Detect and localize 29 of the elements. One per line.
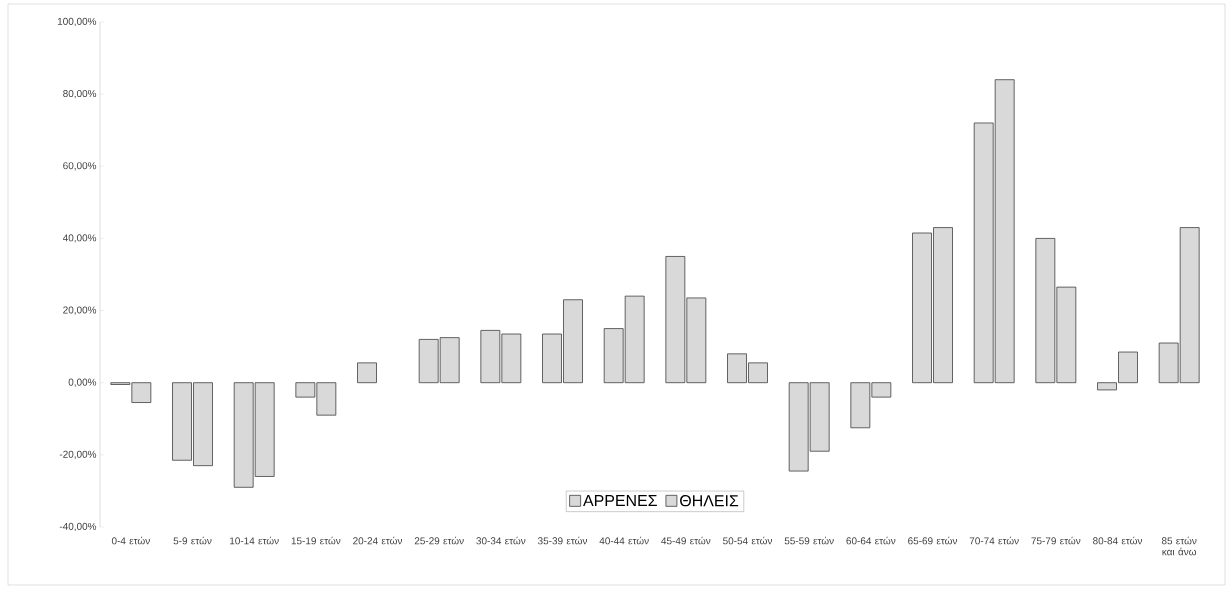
x-tick-label: 45-49 ετών — [661, 536, 711, 545]
x-tick-label: 40-44 ετών — [599, 536, 649, 545]
x-tick-label: 85 ετών και άνω — [1161, 536, 1197, 556]
x-tick-label: 15-19 ετών — [291, 536, 341, 545]
y-tick-label: 20,00% — [63, 306, 97, 315]
x-tick-label: 5-9 ετών — [173, 536, 212, 545]
x-tick-label: 60-64 ετών — [846, 536, 896, 545]
legend-label: ΘΗΛΕΙΣ — [680, 495, 739, 507]
x-tick-label: 50-54 ετών — [723, 536, 773, 545]
y-tick-label: 60,00% — [63, 162, 97, 171]
x-tick-label: 25-29 ετών — [414, 536, 464, 545]
x-tick-label: 20-24 ετών — [353, 536, 403, 545]
x-tick-label: 35-39 ετών — [537, 536, 588, 545]
x-tick-label: 65-69 ετών — [908, 536, 958, 545]
x-tick-label: 75-79 ετών — [1031, 536, 1081, 545]
x-tick-label: 55-59 ετών — [784, 536, 834, 545]
y-tick-label: 80,00% — [63, 90, 97, 99]
x-tick-label: 80-84 ετών — [1093, 536, 1143, 545]
x-tick-label: 70-74 ετών — [969, 536, 1019, 545]
bar — [357, 362, 377, 384]
y-tick-label: 100,00% — [57, 17, 97, 27]
y-tick-label: 0,00% — [68, 378, 97, 387]
x-tick-label: 30-34 ετών — [476, 536, 526, 545]
y-tick-label: 40,00% — [62, 234, 97, 243]
legend-label: ΑΡΡΕΝΕΣ — [583, 495, 657, 507]
x-tick-label: 10-14 ετών — [230, 536, 279, 545]
x-tick-label: 0-4 ετών — [111, 536, 150, 545]
y-tick-label: -40,00% — [59, 522, 97, 532]
y-tick-label: -20,00% — [59, 450, 97, 459]
